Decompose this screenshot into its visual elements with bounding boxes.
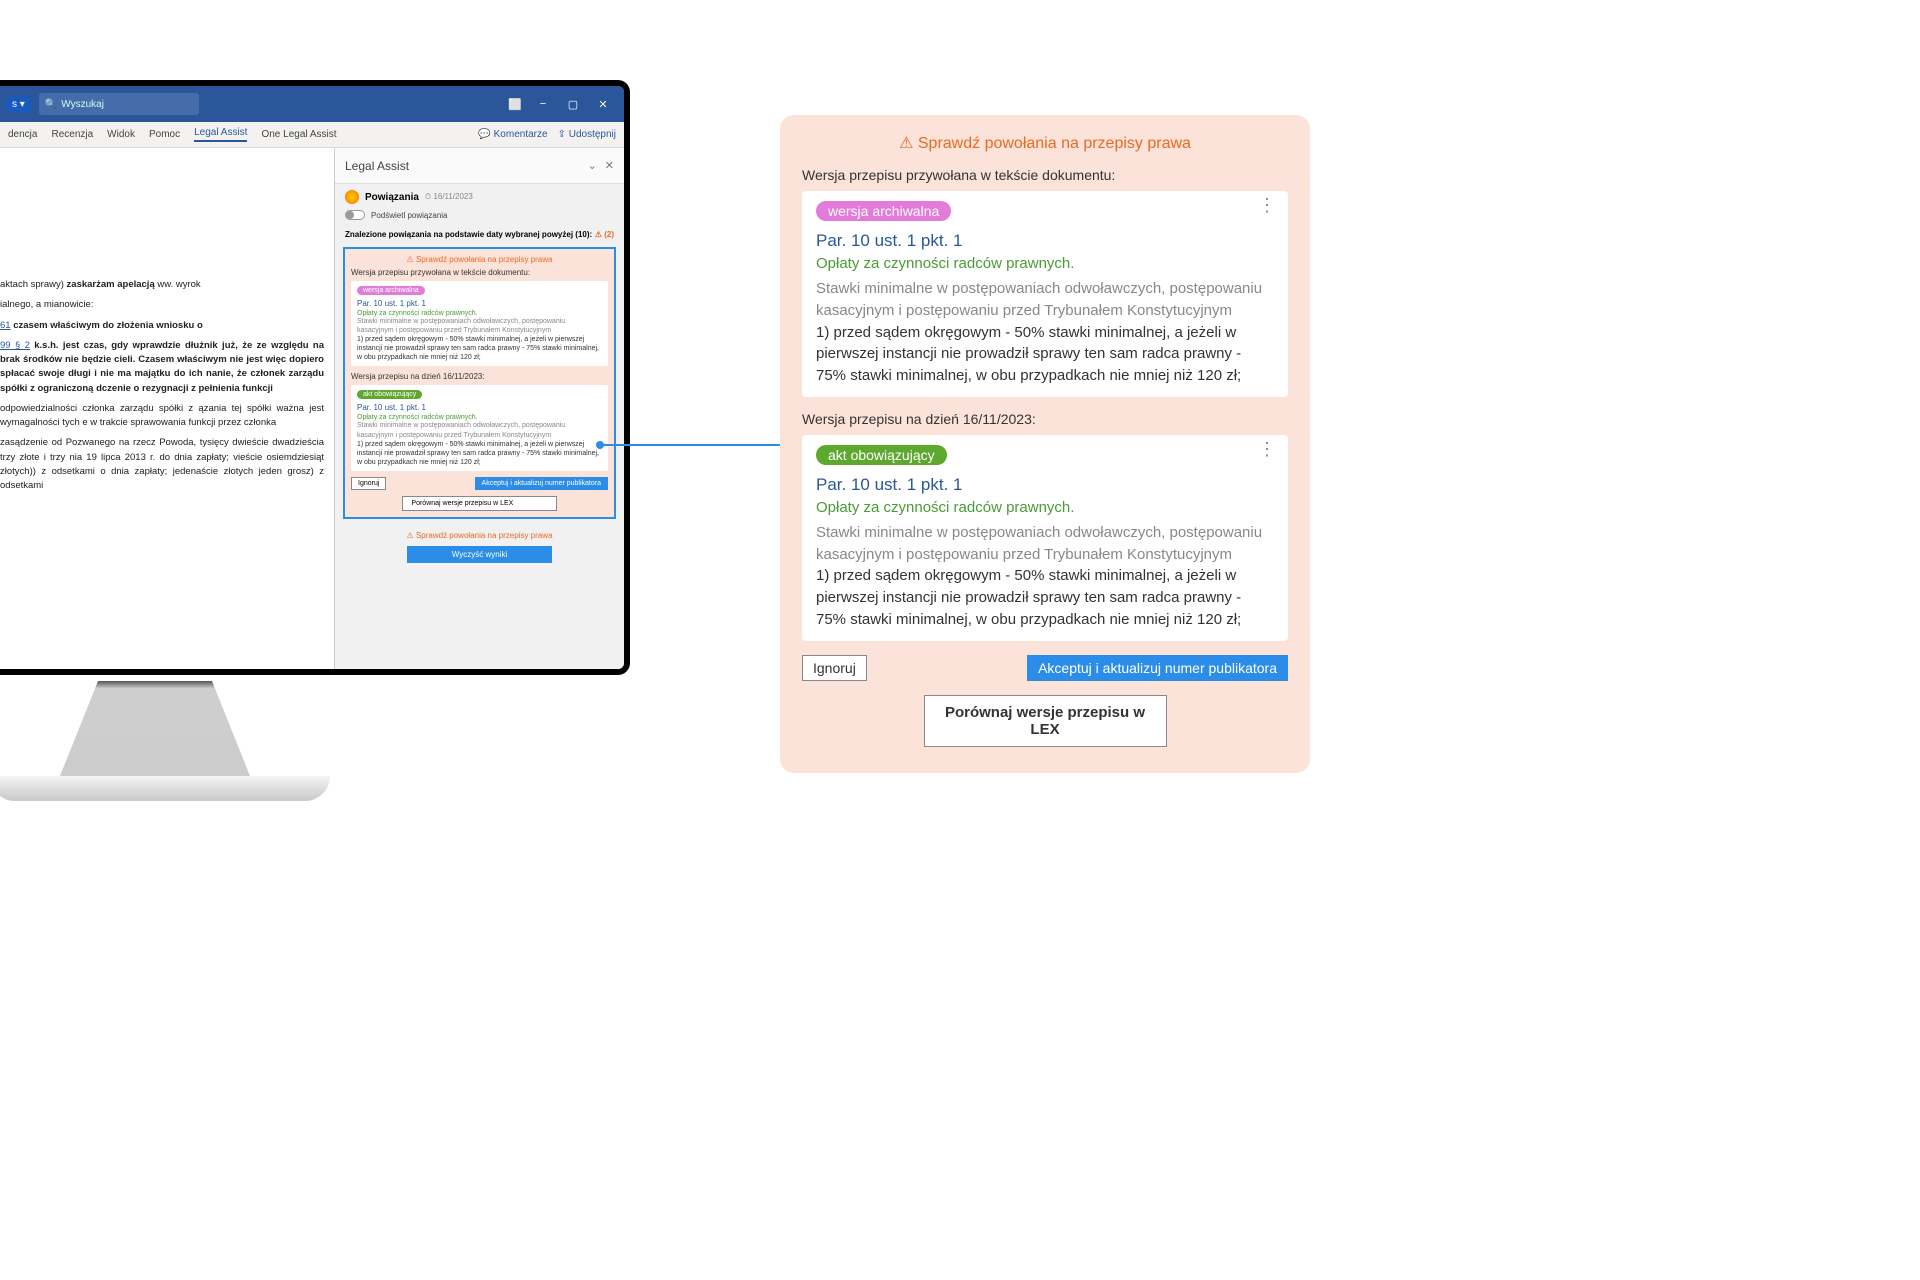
udostepnij-button[interactable]: ⇪ Udostępnij (558, 129, 616, 140)
provision-body: Stawki minimalne w postępowaniach odwoła… (816, 522, 1274, 566)
provision-body: Stawki minimalne w postępowaniach odwoła… (816, 278, 1274, 322)
tab-widok[interactable]: Widok (107, 129, 135, 140)
pane-collapse-icon[interactable]: ⌄ (588, 159, 597, 172)
maximize-button[interactable]: ▢ (558, 98, 588, 111)
section-label: Wersja przepisu przywołana w tekście dok… (351, 268, 608, 277)
citation-link[interactable]: 61 (0, 320, 11, 331)
legal-assist-pane: Legal Assist ⌄ ✕ Powiązania ⏱ 16/11/2023… (334, 148, 624, 669)
search-input[interactable]: 🔍 Wyszukaj (39, 93, 199, 115)
highlight-toggle-label: Podświetl powiązania (371, 211, 448, 220)
callout-panel: Sprawdź powołania na przepisy prawa Wers… (780, 115, 1310, 773)
ribbon-tabs: dencja Recenzja Widok Pomoc Legal Assist… (0, 122, 624, 148)
provision-body: Stawki minimalne w postępowaniach odwoła… (357, 421, 602, 439)
provision-body2: 1) przed sądem okręgowym - 50% stawki mi… (816, 322, 1274, 387)
monitor-base (0, 776, 330, 801)
provision-body2: 1) przed sądem okręgowym - 50% stawki mi… (816, 565, 1274, 630)
callout-section-2: Wersja przepisu na dzień 16/11/2023: (802, 411, 1288, 427)
accept-button[interactable]: Akceptuj i aktualizuj numer publikatora (475, 477, 608, 490)
provision-card-archival: wersja archiwalna Par. 10 ust. 1 pkt. 1 … (351, 281, 608, 366)
archival-pill: wersja archiwalna (816, 201, 951, 221)
document-body: aktach sprawy) zaskarżam apelacją ww. wy… (0, 148, 334, 669)
provision-subtitle: Opłaty za czynności radców prawnych. (816, 255, 1274, 272)
accept-button[interactable]: Akceptuj i aktualizuj numer publikatora (1027, 655, 1288, 681)
callout-card-archival: ⋮ wersja archiwalna Par. 10 ust. 1 pkt. … (802, 191, 1288, 397)
card-menu-icon[interactable]: ⋮ (1258, 201, 1276, 210)
provision-ref[interactable]: Par. 10 ust. 1 pkt. 1 (816, 231, 1274, 251)
minimize-button[interactable]: − (528, 98, 558, 110)
citation-link[interactable]: 99 § 2 (0, 340, 30, 351)
alert-title: Sprawdź powołania na przepisy prawa (351, 255, 608, 264)
file-dropdown[interactable]: s ▾ (6, 97, 31, 112)
powiazania-icon (345, 190, 359, 204)
provision-ref[interactable]: Par. 10 ust. 1 pkt. 1 (357, 403, 602, 412)
provision-body2: 1) przed sądem okręgowym - 50% stawki mi… (357, 440, 602, 467)
alert-box: Sprawdź powołania na przepisy prawa Wers… (343, 247, 616, 519)
provision-body2: 1) przed sądem okręgowym - 50% stawki mi… (357, 335, 602, 362)
tab-dencja[interactable]: dencja (8, 129, 37, 140)
window-titlebar: s ▾ 🔍 Wyszukaj ⬜ − ▢ ✕ (0, 86, 624, 122)
current-pill: akt obowiązujący (357, 390, 422, 399)
current-pill: akt obowiązujący (816, 445, 947, 465)
powiazania-label: Powiązania (365, 192, 419, 203)
second-warning: Sprawdź powołania na przepisy prawa (335, 531, 624, 540)
ribbon-display-icon[interactable]: ⬜ (508, 98, 522, 111)
card-menu-icon[interactable]: ⋮ (1258, 445, 1276, 454)
compare-button[interactable]: Porównaj wersje przepisu w LEX (402, 496, 556, 511)
found-count-label: Znalezione powiązania na podstawie daty … (345, 230, 592, 239)
callout-title: Sprawdź powołania na przepisy prawa (802, 133, 1288, 153)
provision-ref[interactable]: Par. 10 ust. 1 pkt. 1 (816, 475, 1274, 495)
provision-ref[interactable]: Par. 10 ust. 1 pkt. 1 (357, 299, 602, 308)
monitor-frame: s ▾ 🔍 Wyszukaj ⬜ − ▢ ✕ dencja Recenzja W… (0, 80, 630, 675)
tab-pomoc[interactable]: Pomoc (149, 129, 180, 140)
pane-close-icon[interactable]: ✕ (605, 159, 614, 172)
monitor-stand (60, 681, 250, 776)
compare-button[interactable]: Porównaj wersje przepisu w LEX (924, 695, 1167, 747)
ignore-button[interactable]: Ignoruj (351, 477, 386, 490)
highlight-toggle[interactable] (345, 210, 365, 220)
pane-title: Legal Assist (345, 159, 409, 173)
provision-subtitle: Opłaty za czynności radców prawnych. (816, 499, 1274, 516)
warning-count: ⚠ (2) (595, 230, 614, 239)
provision-subtitle: Opłaty za czynności radców prawnych. (357, 310, 602, 317)
tab-one-legal-assist[interactable]: One Legal Assist (261, 129, 336, 140)
provision-card-current: akt obowiązujący Par. 10 ust. 1 pkt. 1 O… (351, 385, 608, 470)
ignore-button[interactable]: Ignoruj (802, 655, 867, 681)
archival-pill: wersja archiwalna (357, 286, 425, 295)
callout-section-1: Wersja przepisu przywołana w tekście dok… (802, 167, 1288, 183)
date-badge: ⏱ 16/11/2023 (425, 192, 473, 202)
clear-results-button[interactable]: Wyczyść wyniki (407, 546, 552, 563)
close-button[interactable]: ✕ (588, 98, 618, 111)
section-label-2: Wersja przepisu na dzień 16/11/2023: (351, 372, 608, 381)
tab-recenzja[interactable]: Recenzja (51, 129, 93, 140)
provision-subtitle: Opłaty za czynności radców prawnych. (357, 414, 602, 421)
callout-card-current: ⋮ akt obowiązujący Par. 10 ust. 1 pkt. 1… (802, 435, 1288, 641)
tab-legal-assist[interactable]: Legal Assist (194, 127, 247, 142)
komentarze-button[interactable]: 💬 Komentarze (478, 129, 547, 140)
provision-body: Stawki minimalne w postępowaniach odwoła… (357, 317, 602, 335)
